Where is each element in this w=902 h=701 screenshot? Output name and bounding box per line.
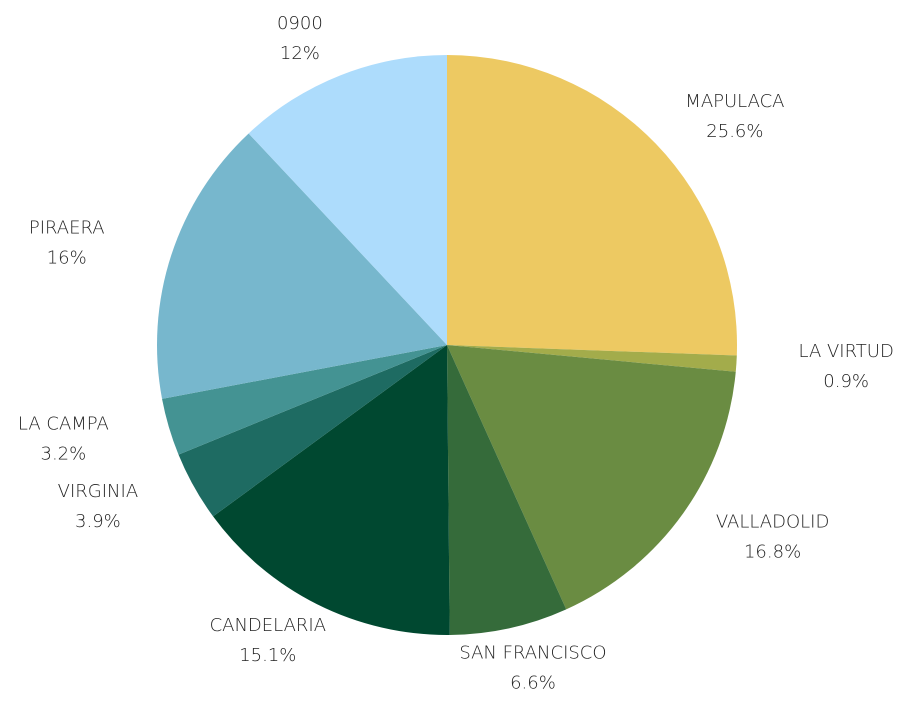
slice-value: 12%	[280, 43, 320, 64]
slice-value: 16.8%	[744, 542, 801, 563]
slice-value: 3.2%	[41, 443, 87, 464]
slice-label: MAPULACA	[685, 91, 784, 112]
slice-value: 25.6%	[706, 121, 763, 142]
slice-value: 16%	[47, 248, 87, 269]
slice-value: 3.9%	[75, 511, 121, 532]
pie-slice	[447, 345, 737, 372]
slice-value: 15.1%	[239, 645, 296, 666]
slice-label: LA CAMPA	[18, 413, 109, 434]
slice-label: LA VIRTUD	[799, 341, 894, 362]
slice-label: VIRGINIA	[58, 481, 138, 502]
pie-slice	[447, 345, 736, 610]
pie-slice	[447, 55, 737, 356]
slice-value: 0.9%	[823, 371, 869, 392]
slice-label: PIRAERA	[29, 218, 105, 239]
slice-value: 6.6%	[510, 672, 556, 693]
pie-slice	[447, 345, 567, 635]
pie-slice	[156, 133, 447, 399]
slice-label: SAN FRANCISCO	[459, 642, 606, 663]
slice-label: CANDELARIA	[210, 615, 326, 636]
slice-label: VALLADOLID	[716, 512, 829, 533]
slice-label: 0900	[277, 13, 323, 34]
pie-slice	[178, 345, 447, 517]
pie-slice	[162, 345, 447, 455]
pie-slice	[248, 54, 447, 345]
pie-slice	[213, 345, 450, 635]
